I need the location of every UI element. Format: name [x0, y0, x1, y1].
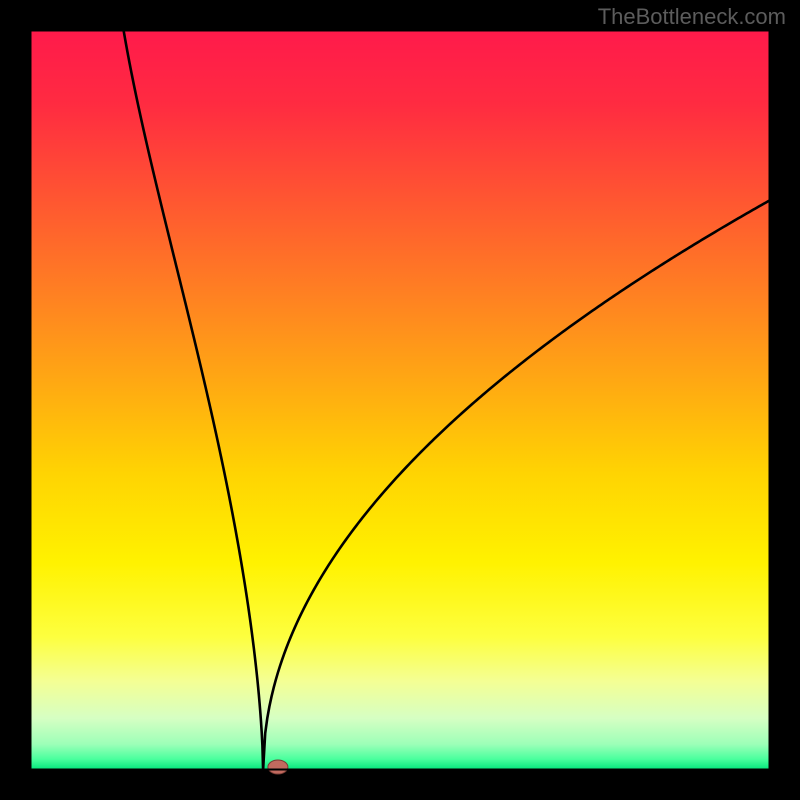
- plot-gradient: [30, 30, 770, 770]
- min-marker: [268, 760, 288, 774]
- watermark-text: TheBottleneck.com: [598, 4, 786, 30]
- chart-svg: [0, 0, 800, 800]
- outer-frame: [0, 0, 800, 800]
- chart-container: TheBottleneck.com: [0, 0, 800, 800]
